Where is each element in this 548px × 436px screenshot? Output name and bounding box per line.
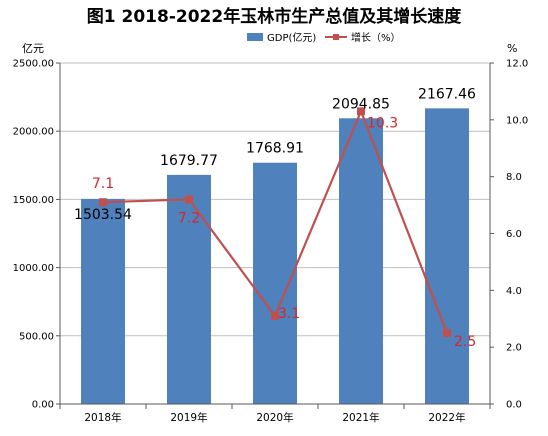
left-tick-label-2: 1000.00 (13, 263, 54, 274)
right-tick-label-0: 0.0 (506, 400, 522, 411)
growth-point-4 (443, 328, 451, 337)
growth-label-4: 2.5 (454, 334, 476, 350)
left-tick-label-1: 500.00 (19, 331, 54, 342)
growth-label-2: 3.1 (278, 306, 300, 322)
x-tick-label-1: 2019年 (170, 411, 207, 424)
left-tick-label-0: 0.00 (32, 400, 54, 411)
gdp-bar-1 (167, 174, 211, 404)
x-tick-label-3: 2021年 (342, 411, 379, 424)
chart-title: 图1 2018-2022年玉林市生产总值及其增长速度 (87, 6, 462, 27)
gdp-bar-0 (81, 198, 125, 404)
legend-growth-label: 增长（%） (351, 31, 401, 44)
legend-gdp-label: GDP(亿元) (267, 31, 316, 44)
right-axis-unit: % (507, 42, 517, 55)
bars (81, 108, 469, 405)
growth-point-0 (99, 198, 107, 207)
right-tick-label-2: 4.0 (506, 286, 522, 297)
growth-point-3 (357, 107, 365, 116)
gdp-label-2: 1768.91 (246, 141, 304, 157)
gdp-bar-3 (339, 118, 383, 405)
gdp-bar-2 (253, 162, 297, 404)
growth-label-1: 7.2 (178, 210, 200, 226)
growth-label-0: 7.1 (92, 176, 114, 192)
right-tick-label-1: 2.0 (506, 343, 522, 354)
gdp-label-3: 2094.85 (332, 96, 390, 112)
right-tick-label-3: 6.0 (506, 229, 522, 240)
gdp-label-0: 1503.54 (74, 207, 132, 223)
axes: 0.00 500.00 1000.00 1500.00 2000.00 2500.00 0.… (13, 59, 529, 425)
left-tick-label-3: 1500.00 (13, 195, 54, 206)
x-tick-label-4: 2022年 (428, 411, 465, 424)
right-tick-label-5: 10.0 (506, 115, 528, 126)
legend-gdp-swatch (247, 33, 263, 41)
growth-line (99, 107, 451, 337)
growth-label-3: 10.3 (367, 115, 398, 131)
legend: GDP(亿元) 增长（%） (247, 31, 401, 44)
gdp-label-1: 1679.77 (160, 153, 218, 169)
data-labels: 1503.54 1679.77 1768.91 2094.85 2167.46 7.1 7.… (74, 86, 476, 350)
gdp-label-4: 2167.46 (418, 86, 476, 102)
left-tick-label-5: 2500.00 (13, 59, 54, 70)
x-tick-label-2: 2020年 (256, 411, 293, 424)
right-tick-label-6: 12.0 (506, 59, 528, 70)
growth-point-1 (185, 195, 193, 204)
left-axis-unit: 亿元 (22, 42, 44, 55)
x-tick-label-0: 2018年 (84, 411, 121, 424)
gdp-bar-4 (425, 108, 469, 404)
right-tick-label-4: 8.0 (506, 172, 522, 183)
legend-growth-marker (333, 34, 339, 40)
left-tick-label-4: 2000.00 (13, 127, 54, 138)
growth-point-2 (271, 311, 279, 320)
